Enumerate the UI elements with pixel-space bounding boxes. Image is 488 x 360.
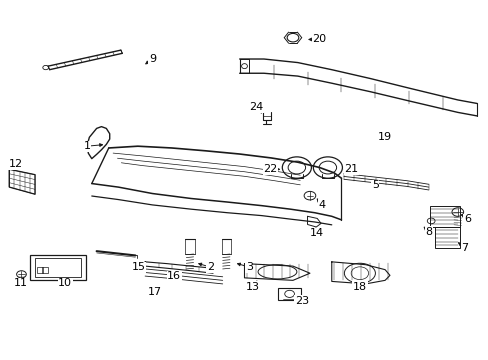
Text: 19: 19 [377, 132, 391, 142]
Text: 23: 23 [294, 296, 308, 306]
Text: 14: 14 [309, 228, 324, 238]
Text: 8: 8 [424, 226, 431, 237]
Text: 24: 24 [249, 102, 263, 112]
Text: 21: 21 [344, 164, 358, 174]
Text: 2: 2 [206, 262, 214, 272]
Text: 9: 9 [148, 54, 156, 64]
Text: 18: 18 [352, 282, 366, 292]
Text: 13: 13 [246, 282, 260, 292]
Text: 3: 3 [245, 262, 252, 272]
Text: 11: 11 [14, 278, 27, 288]
Text: 4: 4 [318, 200, 325, 210]
Text: 20: 20 [312, 35, 326, 44]
Text: 7: 7 [461, 243, 468, 253]
Text: 10: 10 [58, 278, 72, 288]
Text: 12: 12 [9, 159, 22, 169]
Text: 15: 15 [132, 262, 145, 272]
Text: 6: 6 [463, 214, 470, 224]
Text: 22: 22 [263, 164, 277, 174]
Text: 1: 1 [83, 141, 90, 151]
Text: 5: 5 [371, 180, 378, 190]
Text: 16: 16 [167, 271, 181, 281]
Text: 17: 17 [147, 287, 162, 297]
